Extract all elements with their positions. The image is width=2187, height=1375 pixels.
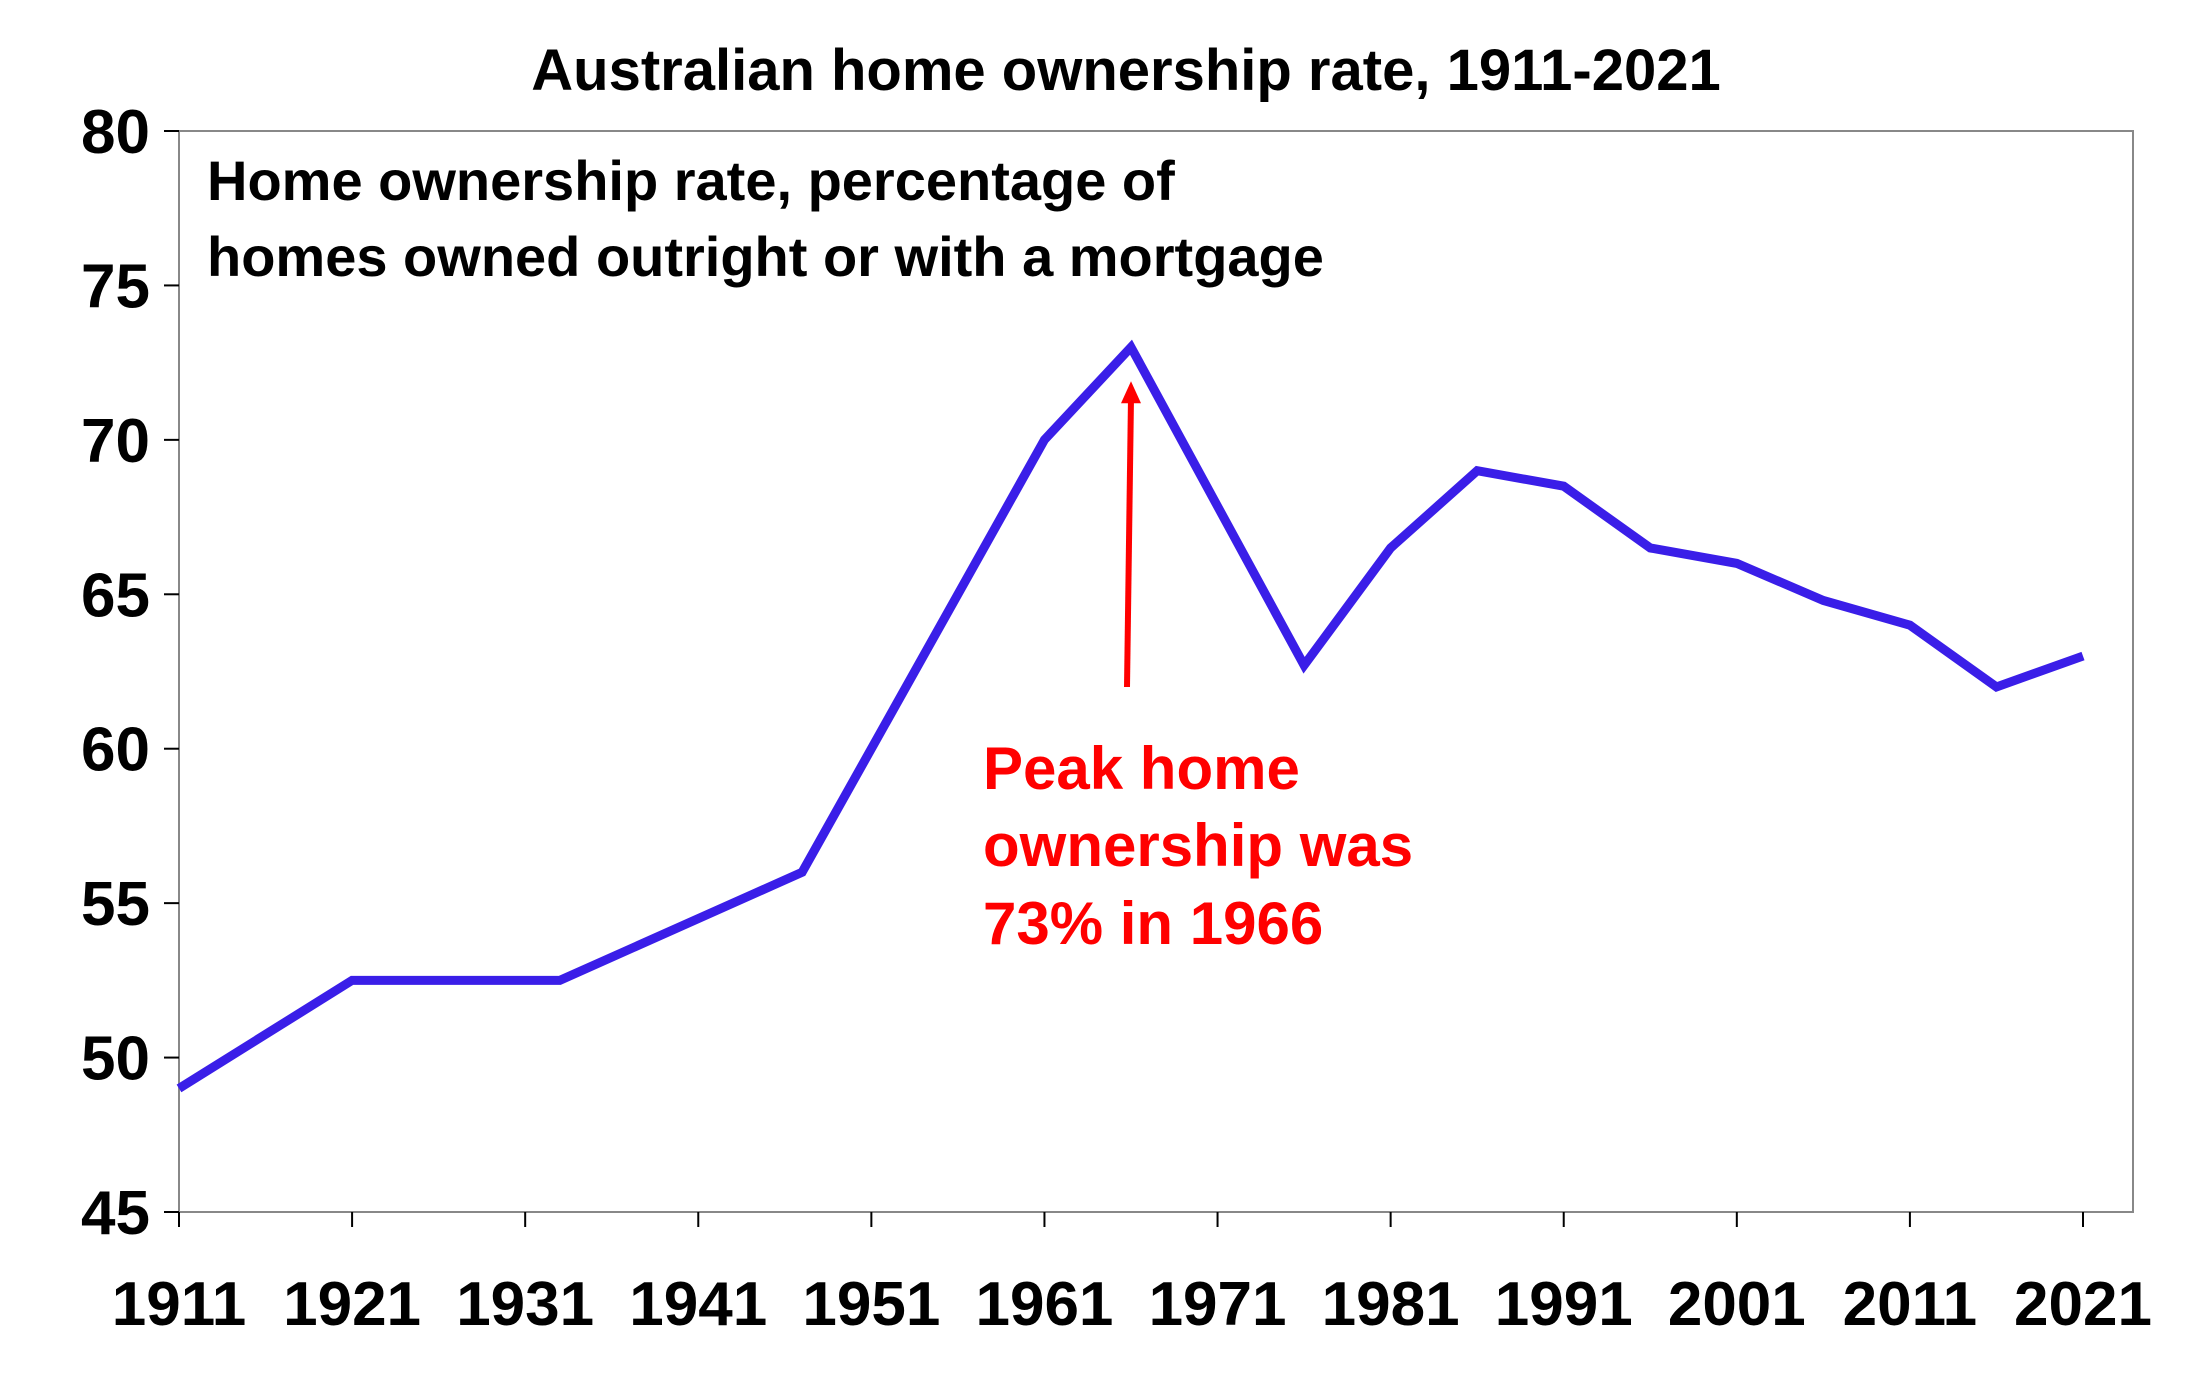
y-tick-label: 80 [81, 98, 150, 167]
x-tick-label: 2011 [1843, 1270, 1978, 1339]
x-axis: 1911 1921 1931 1941 1951 1961 1971 1981 1991 2001… [112, 1212, 2152, 1339]
x-tick-label: 2001 [1668, 1270, 1806, 1339]
series-line [176, 339, 2085, 1093]
x-tick-label: 1981 [1322, 1270, 1460, 1339]
x-tick-label: 1911 [112, 1270, 247, 1339]
annotation-line-1: Peak home [983, 735, 1300, 802]
x-tick-label: 1961 [975, 1270, 1113, 1339]
y-tick-label: 75 [81, 252, 150, 321]
y-tick-label: 50 [81, 1025, 150, 1094]
y-tick-label: 70 [81, 407, 150, 476]
y-tick-label: 45 [81, 1179, 150, 1248]
plot-area [178, 130, 2134, 1213]
y-tick-label: 60 [81, 716, 150, 785]
x-tick-label: 2021 [2014, 1270, 2152, 1339]
chart-title: Australian home ownership rate, 1911-202… [531, 38, 1720, 103]
arrow-head-icon [1121, 381, 1141, 404]
annotation-line-2: ownership was [983, 812, 1413, 879]
x-tick-label: 1921 [283, 1270, 421, 1339]
x-tick-label: 1931 [456, 1270, 594, 1339]
x-tick-label: 1951 [802, 1270, 940, 1339]
annotation: Peak home ownership was 73% in 1966 [983, 381, 1413, 957]
series-group [176, 339, 2085, 1093]
subtitle-line-2: homes owned outright or with a mortgage [207, 225, 1324, 288]
x-tick-label: 1991 [1495, 1270, 1633, 1339]
y-tick-label: 65 [81, 561, 150, 630]
annotation-arrow [1124, 397, 1134, 688]
subtitle-line-1: Home ownership rate, percentage of [207, 149, 1175, 212]
y-axis: 45 50 55 60 65 70 75 80 [81, 98, 179, 1248]
x-tick-label: 1941 [629, 1270, 767, 1339]
x-tick-label: 1971 [1149, 1270, 1287, 1339]
y-tick-label: 55 [81, 870, 150, 939]
annotation-line-3: 73% in 1966 [983, 890, 1323, 957]
